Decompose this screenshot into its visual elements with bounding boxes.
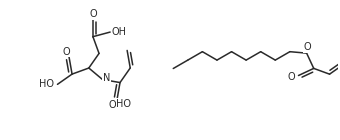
Text: O: O: [89, 9, 97, 19]
Text: O: O: [62, 47, 70, 57]
Text: OH: OH: [112, 27, 126, 37]
Text: N: N: [103, 74, 110, 83]
Text: HO: HO: [116, 99, 131, 109]
Text: O: O: [304, 42, 311, 52]
Text: O: O: [108, 100, 116, 110]
Text: O: O: [288, 73, 295, 82]
Text: HO: HO: [39, 79, 54, 89]
